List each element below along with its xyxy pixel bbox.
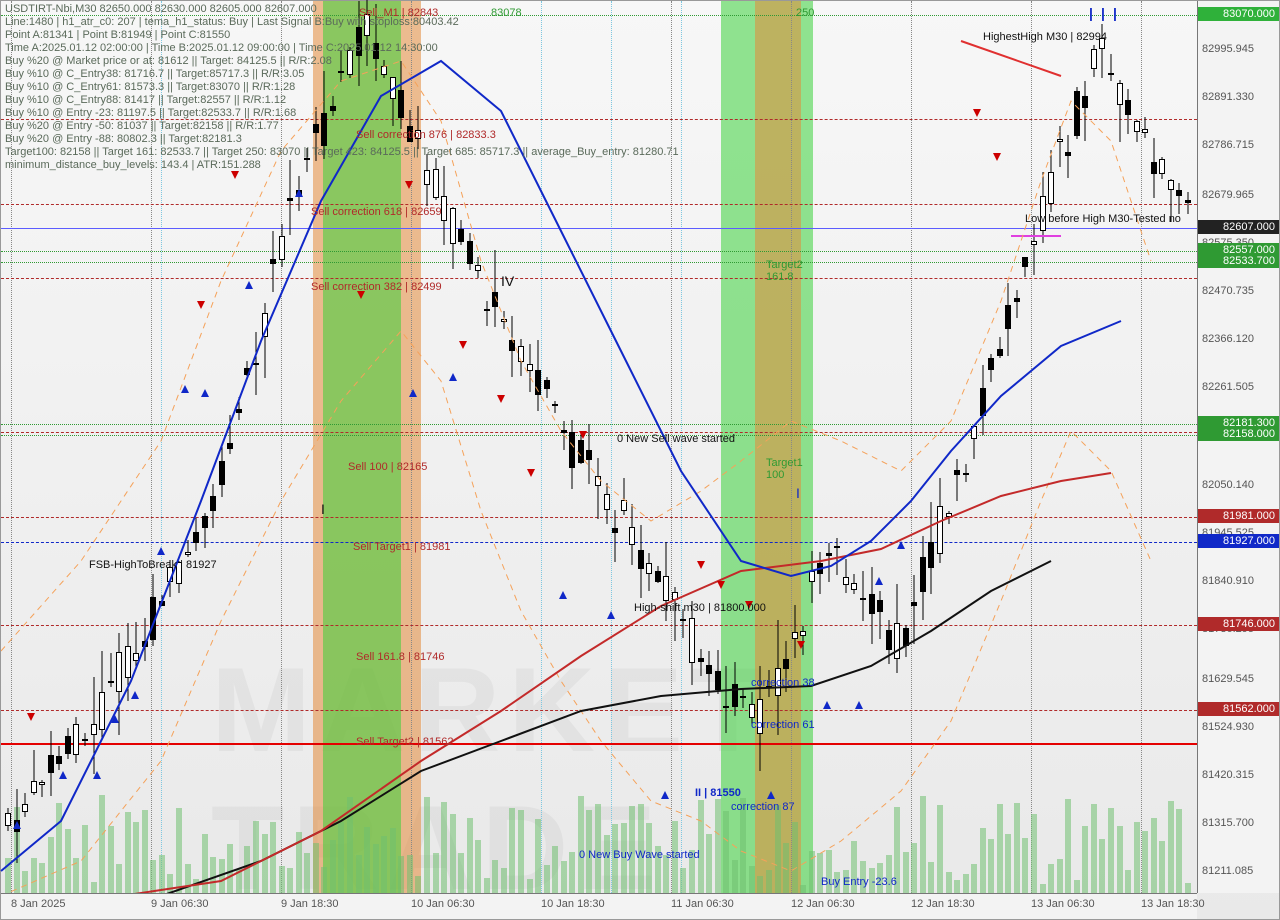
arrow-down-icon bbox=[697, 561, 705, 569]
time-tick: 13 Jan 18:30 bbox=[1141, 898, 1205, 910]
info-line: Buy %10 @ Entry -23: 81197.5 || Target:8… bbox=[5, 107, 679, 120]
price-label: 81927.000 bbox=[1198, 534, 1279, 548]
arrow-up-icon bbox=[409, 389, 417, 397]
arrow-down-icon bbox=[459, 341, 467, 349]
info-line: Point A:81341 | Point B:81949 | Point C:… bbox=[5, 29, 679, 42]
arrow-up-icon bbox=[823, 701, 831, 709]
price-tick: 82679.965 bbox=[1202, 189, 1254, 201]
arrow-down-icon bbox=[993, 153, 1001, 161]
arrow-down-icon bbox=[527, 469, 535, 477]
price-tick: 82786.715 bbox=[1202, 139, 1254, 151]
price-label: 81981.000 bbox=[1198, 509, 1279, 523]
price-tick: 82366.120 bbox=[1202, 333, 1254, 345]
price-tick: 81524.930 bbox=[1202, 721, 1254, 733]
arrow-down-icon bbox=[405, 181, 413, 189]
price-label: 82607.000 bbox=[1198, 220, 1279, 234]
bar-mark-icon: | bbox=[1089, 5, 1093, 21]
price-label: 82158.000 bbox=[1198, 427, 1279, 441]
arrow-up-icon bbox=[295, 189, 303, 197]
info-line: Buy %20 @ Market price or at: 81612 || T… bbox=[5, 55, 679, 68]
info-line: Time A:2025.01.12 02:00:00 | Time B:2025… bbox=[5, 42, 679, 55]
arrow-up-icon bbox=[897, 541, 905, 549]
bar-mark-icon: | bbox=[1113, 5, 1117, 21]
time-tick: 12 Jan 06:30 bbox=[791, 898, 855, 910]
arrow-up-icon bbox=[449, 373, 457, 381]
price-tick: 81211.085 bbox=[1202, 865, 1253, 877]
arrow-up-icon bbox=[201, 389, 209, 397]
time-tick: 9 Jan 18:30 bbox=[281, 898, 339, 910]
price-label: 83070.000 bbox=[1198, 7, 1279, 21]
arrow-down-icon bbox=[231, 171, 239, 179]
arrow-down-icon bbox=[497, 395, 505, 403]
arrow-up-icon bbox=[111, 715, 119, 723]
info-line: Target100: 82158 || Target 161: 82533.7 … bbox=[5, 146, 679, 159]
price-tick: 82891.330 bbox=[1202, 91, 1254, 103]
price-tick: 81840.910 bbox=[1202, 575, 1254, 587]
arrow-up-icon bbox=[559, 591, 567, 599]
chart-root: MARKET TRADE Sell_M1 | 8284383078250High… bbox=[0, 0, 1280, 920]
info-line: Buy %10 @ C_Entry88: 81417 || Target:825… bbox=[5, 94, 679, 107]
info-line: Buy %10 @ C_Entry38: 81716.7 || Target:8… bbox=[5, 68, 679, 81]
price-tick: 81629.545 bbox=[1202, 673, 1254, 685]
arrow-down-icon bbox=[797, 641, 805, 649]
time-tick: 11 Jan 06:30 bbox=[671, 898, 734, 910]
time-tick: 12 Jan 18:30 bbox=[911, 898, 975, 910]
time-tick: 10 Jan 18:30 bbox=[541, 898, 605, 910]
info-line: Buy %10 @ C_Entry61: 81573.3 || Target:8… bbox=[5, 81, 679, 94]
price-tick: 82470.735 bbox=[1202, 285, 1254, 297]
price-label: 81562.000 bbox=[1198, 702, 1279, 716]
time-axis: 8 Jan 2025 9 Jan 06:30 9 Jan 18:30 10 Jan 0… bbox=[1, 893, 1197, 919]
info-line: Line:1480 | h1_atr_c0: 207 | tema_h1_sta… bbox=[5, 16, 679, 29]
arrow-down-icon bbox=[973, 109, 981, 117]
arrow-up-icon bbox=[93, 771, 101, 779]
arrow-up-icon bbox=[59, 771, 67, 779]
arrow-down-icon bbox=[717, 581, 725, 589]
price-tick: 81315.700 bbox=[1202, 817, 1254, 829]
arrow-up-icon bbox=[181, 385, 189, 393]
arrow-up-icon bbox=[855, 701, 863, 709]
arrow-up-icon bbox=[875, 577, 883, 585]
time-tick: 8 Jan 2025 bbox=[11, 898, 65, 910]
arrow-up-icon bbox=[131, 691, 139, 699]
arrow-down-icon bbox=[357, 291, 365, 299]
arrow-up-icon bbox=[157, 547, 165, 555]
info-line: USDTIRT-Nbi,M30 82650.000 82630.000 8260… bbox=[5, 3, 679, 16]
price-tick: 82261.505 bbox=[1202, 381, 1254, 393]
arrow-up-icon bbox=[767, 791, 775, 799]
chart-plot-area[interactable]: MARKET TRADE Sell_M1 | 8284383078250High… bbox=[1, 1, 1197, 893]
price-tick: 82050.140 bbox=[1202, 479, 1254, 491]
price-tick: 82995.945 bbox=[1202, 43, 1254, 55]
arrow-up-icon bbox=[661, 791, 669, 799]
info-line: Buy %20 @ Entry -50: 81037 || Target:821… bbox=[5, 120, 679, 133]
arrow-down-icon bbox=[745, 601, 753, 609]
price-tick: 81420.315 bbox=[1202, 769, 1254, 781]
info-text-block: USDTIRT-Nbi,M30 82650.000 82630.000 8260… bbox=[5, 3, 679, 172]
arrow-up-icon bbox=[607, 611, 615, 619]
time-tick: 9 Jan 06:30 bbox=[151, 898, 209, 910]
price-axis: 82995.94582891.33082786.71582679.9658257… bbox=[1197, 1, 1279, 893]
info-line: minimum_distance_buy_levels: 143.4 | ATR… bbox=[5, 159, 679, 172]
time-tick: 13 Jan 06:30 bbox=[1031, 898, 1095, 910]
arrow-down-icon bbox=[579, 431, 587, 439]
price-label: 82533.700 bbox=[1198, 254, 1279, 268]
info-line: Buy %20 @ Entry -88: 80802.3 || Target:8… bbox=[5, 133, 679, 146]
arrow-up-icon bbox=[13, 821, 21, 829]
time-tick: 10 Jan 06:30 bbox=[411, 898, 475, 910]
arrow-down-icon bbox=[197, 301, 205, 309]
bar-mark-icon: | bbox=[1101, 5, 1105, 21]
price-label: 81746.000 bbox=[1198, 617, 1279, 631]
arrow-up-icon bbox=[245, 281, 253, 289]
arrow-down-icon bbox=[27, 713, 35, 721]
